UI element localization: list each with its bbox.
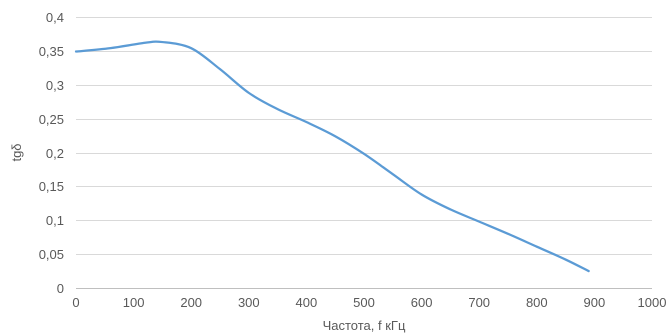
y-tick-label: 0,4	[46, 10, 64, 25]
x-tick-label: 800	[526, 295, 548, 310]
x-tick-label: 500	[353, 295, 375, 310]
y-tick-label: 0,3	[46, 78, 64, 93]
x-tick-label: 0	[72, 295, 79, 310]
x-tick-label: 400	[296, 295, 318, 310]
y-tick-label: 0,25	[39, 112, 64, 127]
x-tick-label: 1000	[638, 295, 667, 310]
y-tick-label: 0,1	[46, 213, 64, 228]
y-tick-label: 0,2	[46, 146, 64, 161]
x-tick-label: 700	[468, 295, 490, 310]
grid-lines	[76, 17, 652, 255]
x-axis-title: Частота, f кГц	[323, 318, 406, 333]
x-tick-labels: 0 100 200 300 400 500 600 700 800 900 1000	[72, 295, 666, 310]
x-tick-label: 600	[411, 295, 433, 310]
x-tick-label: 900	[584, 295, 606, 310]
y-tick-label: 0,15	[39, 179, 64, 194]
y-tick-label: 0,35	[39, 44, 64, 59]
y-axis-title: tgδ	[9, 143, 24, 161]
y-tick-label: 0,05	[39, 247, 64, 262]
series-line-0	[74, 40, 590, 273]
x-tick-label: 300	[238, 295, 260, 310]
y-tick-label: 0	[57, 281, 64, 296]
y-tick-labels: 0 0,05 0,1 0,15 0,2 0,25 0,3 0,35 0,4	[39, 10, 64, 296]
x-tick-label: 200	[180, 295, 202, 310]
x-tick-label: 100	[123, 295, 145, 310]
series-layer	[74, 40, 590, 273]
